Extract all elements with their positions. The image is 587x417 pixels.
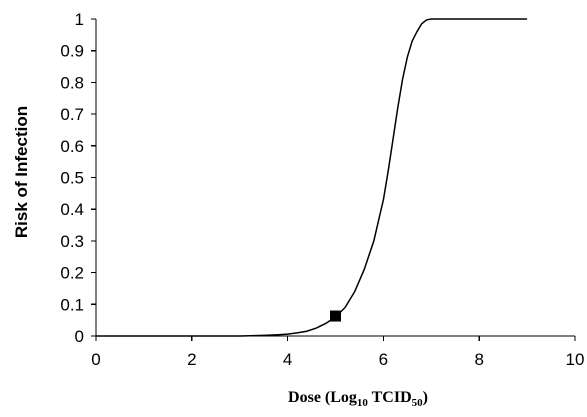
y-tick-label: 0.4: [60, 200, 84, 219]
y-tick-label: 0.7: [60, 105, 84, 124]
x-tick-label: 8: [474, 350, 483, 369]
plot-area: [95, 18, 575, 337]
data-marker-0: [330, 310, 341, 322]
y-tick-label: 0.5: [60, 169, 84, 188]
y-tick-label: 0.3: [60, 232, 84, 251]
x-tick-label: 2: [187, 350, 196, 369]
y-tick-label: 0.8: [60, 73, 84, 92]
x-axis-label: Dose (Log10 TCID50): [288, 389, 428, 409]
y-axis-label: Risk of Infection: [12, 106, 31, 238]
y-axis-ticks: 0 0.1 0.2 0.3 0.4 0.5 0.6 0.7 0.8 0.9 1: [60, 10, 96, 346]
x-tick-label: 6: [379, 350, 388, 369]
y-tick-label: 0.9: [60, 42, 84, 61]
x-tick-label: 4: [283, 350, 292, 369]
x-tick-label: 10: [566, 350, 585, 369]
y-tick-label: 0.6: [60, 137, 84, 156]
series-line-0: [96, 18, 528, 337]
x-tick-label: 0: [91, 350, 100, 369]
y-tick-label: 0.1: [60, 295, 84, 314]
y-tick-label: 0.2: [60, 264, 84, 283]
y-tick-label: 0: [75, 327, 84, 346]
y-tick-label: 1: [75, 10, 84, 29]
x-axis-ticks: 0 2 4 6 8 10: [91, 336, 584, 369]
